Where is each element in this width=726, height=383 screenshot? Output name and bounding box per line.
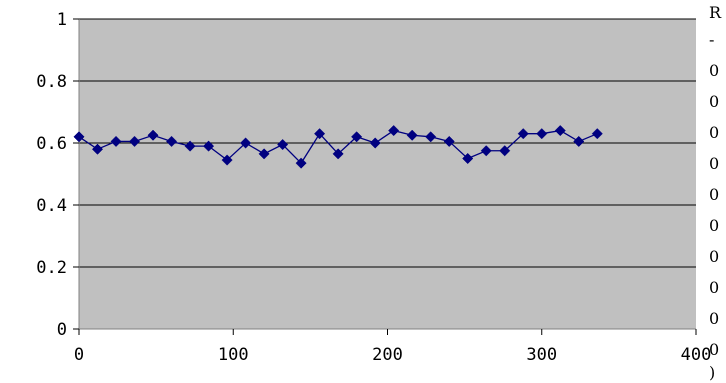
y-tick-label-3: 0.6 xyxy=(36,134,67,154)
x-axis-ticks: 0 100 200 300 400 xyxy=(74,329,711,365)
legend-text-6: 0 xyxy=(709,185,719,204)
plot-area xyxy=(79,19,696,329)
data-point-10 xyxy=(258,148,270,160)
legend-text-5: 0 xyxy=(709,154,719,173)
data-point-27 xyxy=(573,135,585,148)
data-point-8 xyxy=(221,154,233,166)
legend-text-8: 0 xyxy=(709,247,719,266)
legend: R - 0 0 0 0 0 0 0 0 0 0) xyxy=(709,3,722,382)
y-tick-label-0: 0 xyxy=(57,320,67,340)
legend-text-12: ) xyxy=(709,363,715,382)
x-tick-label-4: 400 xyxy=(681,345,712,365)
y-tick-label-1: 0.2 xyxy=(36,258,67,278)
data-point-20 xyxy=(443,135,455,148)
data-point-6 xyxy=(184,140,196,152)
legend-text-4: 0 xyxy=(709,123,719,142)
data-point-25 xyxy=(536,128,548,140)
legend-text-2: 0 xyxy=(709,61,719,80)
data-point-19 xyxy=(425,131,437,143)
data-point-3 xyxy=(128,135,141,148)
data-point-12 xyxy=(295,157,307,169)
x-tick-label-3: 300 xyxy=(526,345,557,365)
data-point-7 xyxy=(203,140,215,152)
x-tick-label-2: 200 xyxy=(372,345,403,365)
legend-text-0: R xyxy=(709,3,722,22)
data-point-13 xyxy=(314,128,326,140)
data-point-22 xyxy=(480,145,492,157)
legend-text-3: 0 xyxy=(709,92,719,111)
data-point-4 xyxy=(147,129,159,141)
gridlines xyxy=(79,18,696,268)
data-point-21 xyxy=(462,152,474,165)
y-tick-label-2: 0.4 xyxy=(36,196,67,216)
legend-text-7: 0 xyxy=(709,216,719,235)
data-point-23 xyxy=(499,145,511,157)
data-point-2 xyxy=(110,135,122,148)
y-axis-ticks: 0 0.2 0.4 0.6 0.8 1 xyxy=(36,10,79,340)
legend-text-1: - xyxy=(709,30,714,49)
data-point-16 xyxy=(369,137,381,149)
legend-text-10: 0 xyxy=(709,309,719,328)
data-point-24 xyxy=(517,128,529,140)
data-point-0 xyxy=(73,131,85,143)
data-point-26 xyxy=(554,125,566,137)
x-tick-label-1: 100 xyxy=(218,345,249,365)
y-tick-label-4: 0.8 xyxy=(36,72,67,92)
data-point-14 xyxy=(332,148,344,160)
y-tick-label-5: 1 xyxy=(57,10,67,30)
data-point-15 xyxy=(351,131,363,143)
data-point-1 xyxy=(91,143,104,155)
data-point-28 xyxy=(591,128,603,140)
data-point-5 xyxy=(165,135,178,148)
legend-text-9: 0 xyxy=(709,278,719,297)
data-point-9 xyxy=(240,137,252,149)
x-tick-label-0: 0 xyxy=(74,345,84,365)
series-group xyxy=(73,125,603,169)
data-point-17 xyxy=(388,125,400,137)
legend-text-11: 0 xyxy=(709,340,719,359)
data-point-18 xyxy=(406,129,418,141)
data-point-11 xyxy=(277,138,289,151)
